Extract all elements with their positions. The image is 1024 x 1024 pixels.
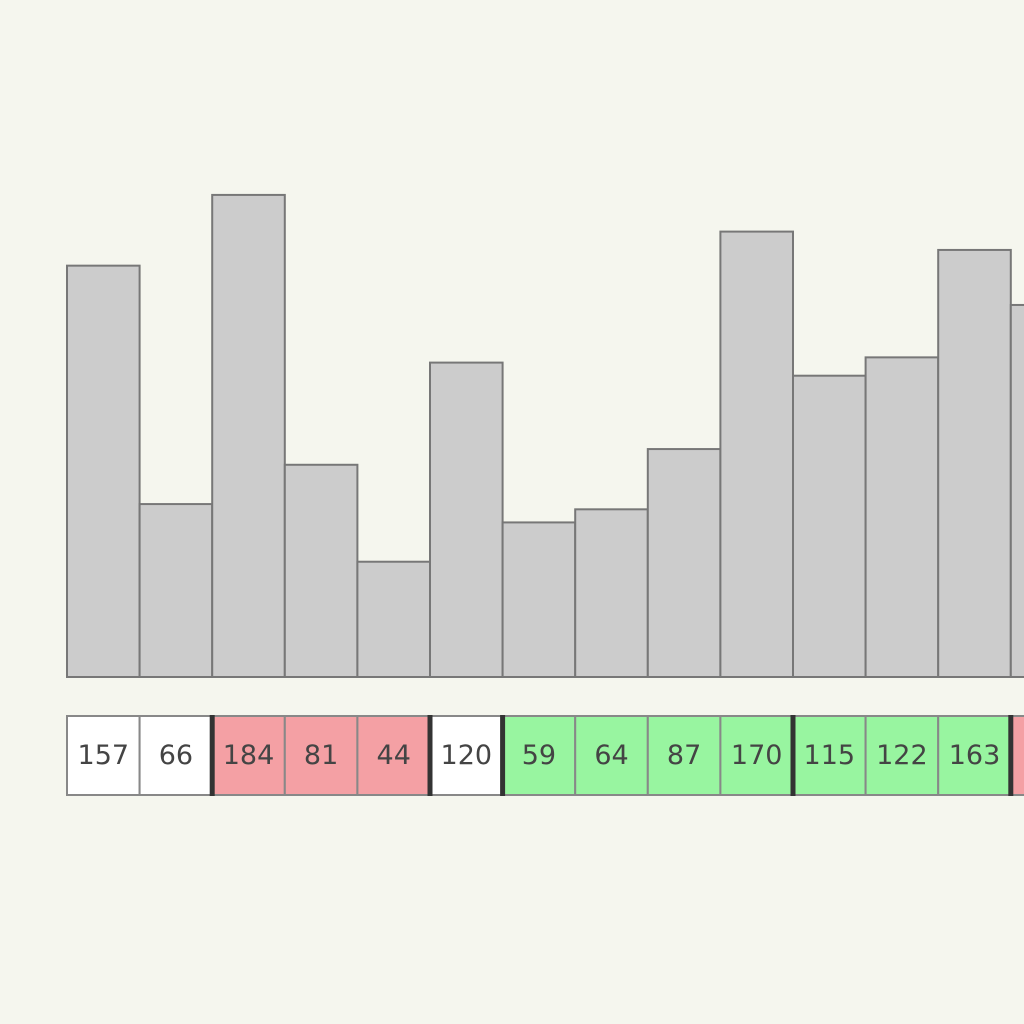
- bar: [211, 193, 286, 678]
- bar: [356, 560, 431, 678]
- bar: [1009, 303, 1024, 678]
- cell-value: 122: [876, 740, 928, 771]
- bar: [429, 361, 504, 678]
- group-separator: [1008, 715, 1014, 796]
- bar: [283, 463, 359, 678]
- array-cell: [138, 715, 214, 796]
- cell-value: 157: [78, 740, 130, 771]
- cell-value: 87: [667, 740, 701, 771]
- bar: [66, 264, 141, 678]
- cell-value: 120: [441, 740, 493, 771]
- cell-value: 115: [804, 740, 856, 771]
- cell-value: 44: [377, 740, 411, 771]
- bar: [719, 230, 795, 678]
- bar: [864, 356, 940, 678]
- array-cell: [719, 715, 795, 796]
- bar: [501, 521, 577, 678]
- cell-value: 59: [522, 740, 556, 771]
- group-separator: [500, 715, 506, 796]
- array-cell: [864, 715, 940, 796]
- cell-value: 64: [594, 740, 628, 771]
- cell-value: 142: [1021, 740, 1024, 771]
- group-separator: [427, 715, 433, 796]
- cell-value: 170: [731, 740, 783, 771]
- array-cell: [66, 715, 141, 796]
- bar: [792, 374, 867, 678]
- array-cell: [646, 715, 722, 796]
- cell-value: 163: [949, 740, 1001, 771]
- array-cell: [501, 715, 577, 796]
- array-cell: [356, 715, 431, 796]
- cell-value: 184: [223, 740, 275, 771]
- bar: [646, 448, 722, 678]
- group-separator: [790, 715, 796, 796]
- cell-value: 81: [304, 740, 338, 771]
- bar: [138, 503, 214, 678]
- array-cell: [574, 715, 649, 796]
- bar: [574, 508, 649, 678]
- bar: [937, 248, 1012, 678]
- array-cell: [937, 715, 1012, 796]
- cell-value: 66: [159, 740, 193, 771]
- array-cell: [211, 715, 286, 796]
- group-separator: [209, 715, 215, 796]
